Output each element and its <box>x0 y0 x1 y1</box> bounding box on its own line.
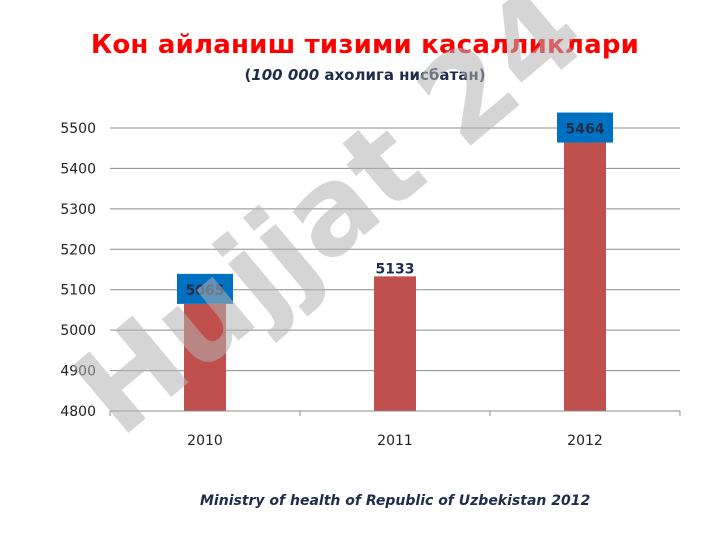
x-tick-label: 2011 <box>377 433 413 449</box>
data-label-bg <box>177 273 233 304</box>
bar <box>564 142 606 411</box>
data-label: 5133 <box>376 261 415 277</box>
data-label: 5065 <box>186 283 225 299</box>
y-tick-label: 4800 <box>60 404 96 420</box>
data-labels: 5065 5133 5464 <box>177 112 613 304</box>
y-tick-label: 4900 <box>60 364 96 380</box>
y-tick-label: 5500 <box>60 121 96 137</box>
y-tick-label: 5100 <box>60 283 96 299</box>
bars <box>184 142 606 411</box>
y-tick-label: 5400 <box>60 161 96 177</box>
x-tick-label: 2012 <box>567 433 603 449</box>
subtitle-number: 100 000 <box>251 66 320 84</box>
chart-subtitle: (100 000 ахолига нисбатан) <box>0 66 720 84</box>
y-tick-label: 5200 <box>60 242 96 258</box>
bar <box>184 303 226 411</box>
chart-title: Кон айланиш тизими касалликлари <box>90 30 640 60</box>
y-tick-label: 5300 <box>60 202 96 218</box>
data-label: 5464 <box>566 122 605 138</box>
bar <box>374 276 416 411</box>
data-label-bg <box>557 112 613 143</box>
x-axis: 2010 2011 2012 <box>109 410 681 449</box>
y-tick-label: 5000 <box>60 323 96 339</box>
y-axis-labels: 4800 4900 5000 5100 5200 5300 5400 5500 <box>60 121 96 420</box>
subtitle-rest: ахолига нисбатан) <box>319 66 486 84</box>
subtitle-open-paren: ( <box>244 66 252 84</box>
source-note: Ministry of health of Republic of Uzbeki… <box>200 493 591 509</box>
x-tick-label: 2010 <box>187 433 223 449</box>
